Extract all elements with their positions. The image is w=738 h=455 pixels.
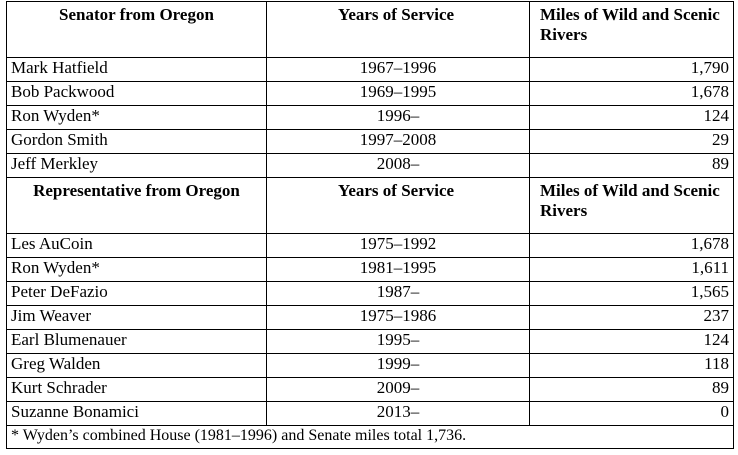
table-row: Kurt Schrader 2009– 89 <box>6 377 734 402</box>
representative-name: Peter DeFazio <box>6 281 267 306</box>
senator-miles: 1,678 <box>529 81 734 106</box>
representative-years: 1981–1995 <box>266 257 530 282</box>
house-header-row: Representative from Oregon Years of Serv… <box>6 177 734 234</box>
senator-years: 2008– <box>266 153 530 178</box>
senator-name: Jeff Merkley <box>6 153 267 178</box>
table-row: Ron Wyden* 1981–1995 1,611 <box>6 257 734 282</box>
footnote-row: * Wyden’s combined House (1981–1996) and… <box>6 425 734 449</box>
representative-years: 1975–1992 <box>266 233 530 258</box>
house-header-miles: Miles of Wild and Scenic Rivers <box>529 177 734 234</box>
senate-header-row: Senator from Oregon Years of Service Mil… <box>6 1 734 58</box>
senator-name: Ron Wyden* <box>6 105 267 130</box>
representative-name: Les AuCoin <box>6 233 267 258</box>
representative-name: Jim Weaver <box>6 305 267 330</box>
representative-miles: 89 <box>529 377 734 402</box>
table-row: Earl Blumenauer 1995– 124 <box>6 329 734 354</box>
table-row: Suzanne Bonamici 2013– 0 <box>6 401 734 426</box>
senator-miles: 124 <box>529 105 734 130</box>
representative-years: 1999– <box>266 353 530 378</box>
senator-name: Mark Hatfield <box>6 57 267 82</box>
table-row: Gordon Smith 1997–2008 29 <box>6 129 734 154</box>
representative-years: 2013– <box>266 401 530 426</box>
senate-header-miles: Miles of Wild and Scenic Rivers <box>529 1 734 58</box>
table-row: Jim Weaver 1975–1986 237 <box>6 305 734 330</box>
representative-miles: 1,611 <box>529 257 734 282</box>
representative-name: Ron Wyden* <box>6 257 267 282</box>
representative-miles: 1,565 <box>529 281 734 306</box>
senate-header-name: Senator from Oregon <box>6 1 267 58</box>
table-row: Peter DeFazio 1987– 1,565 <box>6 281 734 306</box>
senator-years: 1969–1995 <box>266 81 530 106</box>
representative-name: Earl Blumenauer <box>6 329 267 354</box>
senator-name: Gordon Smith <box>6 129 267 154</box>
representative-name: Kurt Schrader <box>6 377 267 402</box>
table-row: Ron Wyden* 1996– 124 <box>6 105 734 130</box>
representative-miles: 0 <box>529 401 734 426</box>
representative-years: 1987– <box>266 281 530 306</box>
senator-name: Bob Packwood <box>6 81 267 106</box>
table-row: Greg Walden 1999– 118 <box>6 353 734 378</box>
senate-header-years: Years of Service <box>266 1 530 58</box>
representative-name: Suzanne Bonamici <box>6 401 267 426</box>
representative-years: 2009– <box>266 377 530 402</box>
representative-name: Greg Walden <box>6 353 267 378</box>
senator-miles: 29 <box>529 129 734 154</box>
oregon-rivers-table: Senator from Oregon Years of Service Mil… <box>6 1 734 449</box>
senator-miles: 89 <box>529 153 734 178</box>
senator-years: 1996– <box>266 105 530 130</box>
representative-miles: 118 <box>529 353 734 378</box>
senator-years: 1997–2008 <box>266 129 530 154</box>
representative-miles: 124 <box>529 329 734 354</box>
house-header-name: Representative from Oregon <box>6 177 267 234</box>
senator-miles: 1,790 <box>529 57 734 82</box>
senator-years: 1967–1996 <box>266 57 530 82</box>
table-row: Bob Packwood 1969–1995 1,678 <box>6 81 734 106</box>
table-row: Jeff Merkley 2008– 89 <box>6 153 734 178</box>
house-header-years: Years of Service <box>266 177 530 234</box>
representative-years: 1975–1986 <box>266 305 530 330</box>
representative-miles: 1,678 <box>529 233 734 258</box>
table-row: Mark Hatfield 1967–1996 1,790 <box>6 57 734 82</box>
representative-years: 1995– <box>266 329 530 354</box>
table-row: Les AuCoin 1975–1992 1,678 <box>6 233 734 258</box>
representative-miles: 237 <box>529 305 734 330</box>
footnote: * Wyden’s combined House (1981–1996) and… <box>6 425 734 449</box>
